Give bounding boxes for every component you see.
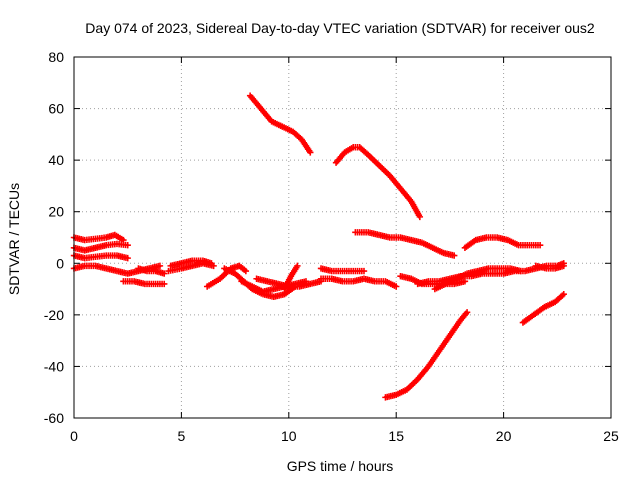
x-axis-label: GPS time / hours — [287, 458, 394, 474]
data-point — [156, 262, 164, 270]
chart-title: Day 074 of 2023, Sidereal Day-to-day VTE… — [85, 20, 595, 36]
data-point — [208, 260, 215, 267]
x-tick-label: 25 — [603, 428, 619, 444]
x-tick-label: 0 — [70, 428, 78, 444]
data-series-arc-16 — [246, 92, 314, 156]
data-series-arc-5 — [120, 278, 168, 288]
data-series-arc-13 — [281, 262, 301, 293]
data-point — [416, 213, 424, 221]
data-point — [124, 242, 131, 249]
data-points — [70, 92, 567, 401]
plot-frame — [73, 56, 612, 419]
data-point — [560, 291, 567, 298]
data-point — [560, 262, 567, 270]
data-series-arc-2 — [70, 240, 131, 254]
data-point — [161, 280, 168, 288]
data-series-arc-25 — [532, 262, 567, 272]
data-series-arc-21 — [431, 265, 524, 293]
data-series-arc-24 — [519, 291, 567, 326]
data-point — [161, 270, 168, 277]
data-series-arc-23 — [461, 234, 544, 252]
data-point — [307, 149, 314, 156]
axis-ticks: 0 5 10 15 20 25 -60 -40 -20 0 20 40 60 80 — [44, 49, 619, 444]
data-series-arc-6 — [135, 265, 168, 277]
y-tick-label: -60 — [44, 410, 64, 426]
y-axis-label: SDTVAR / TECUs — [6, 183, 22, 295]
y-tick-label: -40 — [44, 358, 64, 374]
data-series-arc-15 — [317, 275, 400, 290]
data-point — [536, 242, 544, 249]
data-point — [517, 267, 524, 275]
y-tick-label: 60 — [48, 101, 64, 117]
data-series-arc-18 — [352, 229, 458, 259]
data-point — [450, 252, 458, 259]
x-tick-label: 20 — [496, 428, 512, 444]
data-point — [393, 283, 400, 290]
x-tick-label: 10 — [281, 428, 297, 444]
y-tick-label: 40 — [48, 152, 64, 168]
data-series-arc-22 — [382, 309, 471, 401]
y-tick-label: 20 — [48, 204, 64, 220]
x-tick-label: 5 — [178, 428, 186, 444]
data-series-arc-9 — [203, 262, 250, 290]
y-tick-label: 0 — [56, 255, 64, 271]
data-point — [463, 309, 471, 316]
data-point — [360, 267, 368, 275]
data-series-arc-8 — [167, 257, 215, 270]
data-series-arc-14 — [317, 265, 368, 275]
y-tick-label: 80 — [48, 49, 64, 65]
data-point — [124, 254, 131, 262]
y-tick-label: -20 — [44, 307, 64, 323]
data-point — [294, 262, 301, 270]
data-series-arc-17 — [332, 144, 424, 221]
x-tick-label: 15 — [388, 428, 404, 444]
data-point — [242, 267, 250, 275]
